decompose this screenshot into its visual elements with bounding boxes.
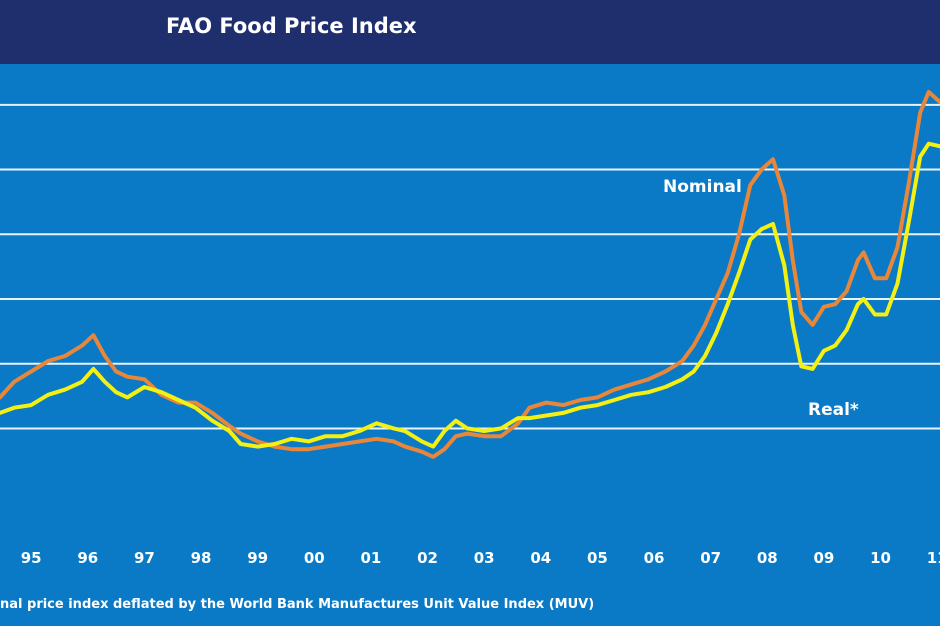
chart-title: FAO Food Price Index (166, 14, 417, 38)
x-tick-01: 01 (360, 549, 381, 567)
series-lines (0, 89, 940, 459)
x-tick-08: 08 (757, 549, 778, 567)
series-line-nominal (0, 89, 940, 459)
title-bar: FAO Food Price Index (0, 0, 940, 64)
x-tick-04: 04 (530, 549, 551, 567)
x-tick-99: 99 (247, 549, 268, 567)
x-tick-09: 09 (813, 549, 834, 567)
x-tick-98: 98 (191, 549, 212, 567)
series-line-real (0, 141, 940, 449)
x-tick-05: 05 (587, 549, 608, 567)
x-tick-07: 07 (700, 549, 721, 567)
x-tick-97: 97 (134, 549, 155, 567)
x-tick-95: 95 (21, 549, 42, 567)
series-label-real: Real* (808, 400, 859, 420)
x-tick-00: 00 (304, 549, 325, 567)
x-tick-02: 02 (417, 549, 438, 567)
x-axis-ticks: 95 96 97 98 99 00 01 02 03 04 05 06 07 08 09 10 11 (21, 549, 940, 567)
footnote: nal price index deflated by the World Ba… (0, 597, 595, 612)
x-tick-06: 06 (644, 549, 665, 567)
x-tick-03: 03 (474, 549, 495, 567)
x-tick-11: 11 (927, 549, 940, 567)
x-tick-10: 10 (870, 549, 891, 567)
x-tick-96: 96 (77, 549, 98, 567)
series-label-nominal: Nominal (663, 177, 742, 197)
